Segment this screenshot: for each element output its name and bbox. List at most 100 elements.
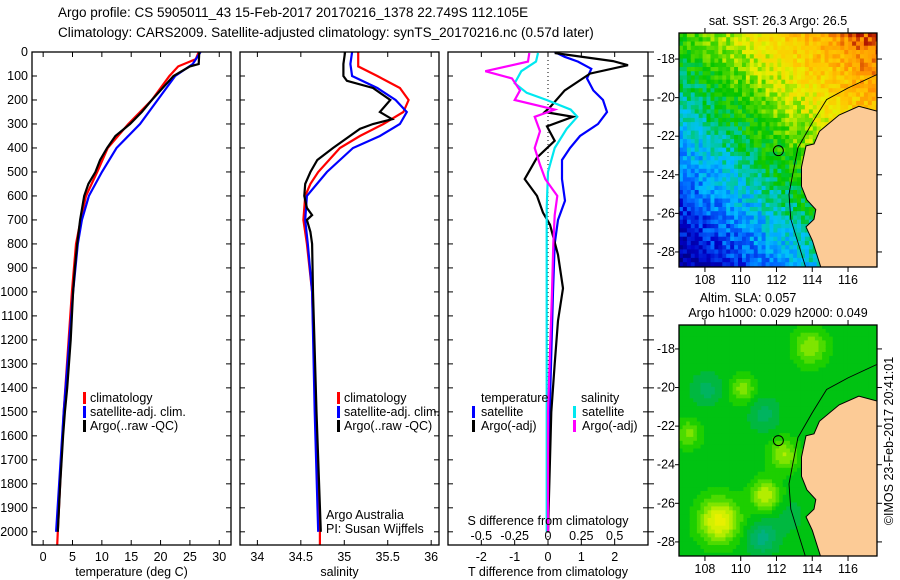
map-cell xyxy=(750,425,755,430)
map-cell xyxy=(718,236,723,242)
map-cell xyxy=(761,471,766,477)
map-cell xyxy=(736,491,741,496)
map-cell xyxy=(714,545,719,550)
map-cell xyxy=(747,359,752,365)
map-cell xyxy=(867,92,873,98)
map-cell xyxy=(757,494,762,500)
map-cell xyxy=(742,113,747,119)
map-cell xyxy=(710,211,715,216)
map-cell xyxy=(739,452,744,457)
map-cell xyxy=(710,33,715,38)
map-cell xyxy=(690,202,696,208)
map-cell xyxy=(694,58,700,64)
map-cell xyxy=(747,425,752,430)
map-cell xyxy=(721,552,727,556)
map-cell xyxy=(801,96,806,102)
map-cell xyxy=(743,348,748,353)
map-cell xyxy=(824,105,830,110)
map-cell xyxy=(690,557,694,562)
map-cell xyxy=(753,88,759,93)
map-cell xyxy=(832,88,837,93)
map-cell xyxy=(768,386,773,392)
map-cell xyxy=(707,425,712,430)
map-cell xyxy=(801,109,806,115)
map-cell xyxy=(739,367,744,372)
map-cell xyxy=(679,398,684,403)
map-cell xyxy=(689,340,694,345)
map-cell xyxy=(750,355,755,361)
map-cell xyxy=(773,113,778,119)
map-cell xyxy=(698,198,704,204)
map-cell xyxy=(726,181,731,187)
map-cell xyxy=(682,58,688,64)
map-cell xyxy=(868,271,873,276)
map-cell xyxy=(789,67,794,72)
map-cell xyxy=(785,126,790,132)
map-cell xyxy=(749,224,755,229)
map-cell xyxy=(743,444,748,450)
map-cell xyxy=(785,62,790,68)
map-cell xyxy=(704,463,709,469)
map-cell xyxy=(689,413,694,419)
map-cell xyxy=(875,45,877,51)
map-cell xyxy=(706,143,711,149)
map-cell xyxy=(804,249,810,255)
map-cell xyxy=(779,367,784,372)
map-cell xyxy=(682,122,688,127)
map-cell xyxy=(711,390,716,396)
map-cell xyxy=(761,494,766,500)
map-cell xyxy=(725,456,730,461)
map-cell xyxy=(739,386,744,392)
map-cell xyxy=(757,394,762,399)
map-cell xyxy=(777,190,782,195)
map-cell xyxy=(682,88,688,93)
map-cell xyxy=(793,67,798,72)
map-cell xyxy=(690,54,696,59)
map-cell xyxy=(710,224,715,229)
map-cell xyxy=(710,37,715,42)
map-cell xyxy=(698,232,704,238)
map-cell xyxy=(729,398,734,403)
map-cell xyxy=(721,494,727,500)
map-cell xyxy=(761,50,767,55)
map-cell xyxy=(749,257,755,263)
map-cell xyxy=(686,487,691,492)
map-cell xyxy=(742,262,747,267)
map-cell xyxy=(743,413,748,419)
map-cell xyxy=(785,117,790,123)
map-cell xyxy=(781,202,786,208)
map-cell xyxy=(743,375,748,380)
map-cell xyxy=(820,45,826,51)
map-cell xyxy=(696,436,702,442)
map-cell xyxy=(718,139,723,144)
map-cell xyxy=(757,67,763,72)
map-cell xyxy=(742,134,747,140)
map-cell xyxy=(732,510,737,515)
map-cell xyxy=(694,190,700,195)
map-cell xyxy=(710,45,715,51)
map-cell xyxy=(745,257,751,263)
map-cell xyxy=(765,71,771,76)
map-cell xyxy=(860,62,865,68)
y-tick-label: 1200 xyxy=(0,333,28,347)
map-cell xyxy=(714,181,719,187)
map-cell xyxy=(781,54,786,59)
map-cell xyxy=(768,529,773,535)
map-cell xyxy=(761,475,766,480)
map-cell xyxy=(860,33,865,38)
map-cell xyxy=(745,164,751,170)
map-cell xyxy=(722,177,727,183)
map-cell xyxy=(745,190,751,195)
map-cell xyxy=(711,548,716,554)
map-cell xyxy=(689,541,694,546)
map-cell xyxy=(757,367,762,372)
y-tick-label: 1900 xyxy=(0,501,28,515)
map-cell xyxy=(700,494,705,500)
map-cell xyxy=(797,88,802,93)
map-cell xyxy=(789,236,794,242)
map-cell xyxy=(730,41,735,47)
map-cell xyxy=(734,33,739,38)
map-cell xyxy=(714,533,719,538)
map-cell xyxy=(732,355,737,361)
map-cell xyxy=(704,548,709,554)
